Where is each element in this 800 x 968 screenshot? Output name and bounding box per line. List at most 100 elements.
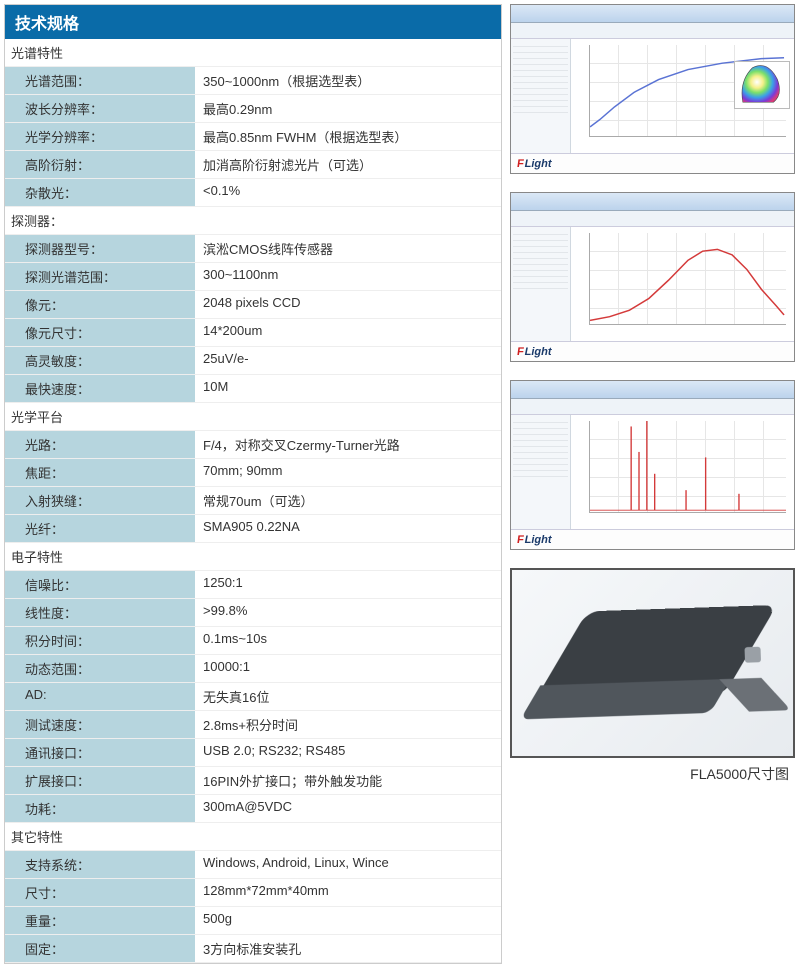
spec-value: 3方向标准安装孔 <box>195 935 501 962</box>
spec-label: 支持系统： <box>5 851 195 878</box>
spec-label: 光学分辨率： <box>5 123 195 150</box>
spec-value: 14*200um <box>195 319 501 346</box>
spec-value: 无失真16位 <box>195 683 501 710</box>
spec-label: 像元尺寸： <box>5 319 195 346</box>
product-dimension-image <box>510 568 795 758</box>
spec-row: 信噪比：1250:1 <box>5 571 501 599</box>
spec-row: 光学分辨率：最高0.85nm FWHM（根据选型表） <box>5 123 501 151</box>
spec-row: 波长分辨率：最高0.29nm <box>5 95 501 123</box>
software-screenshot-2: F Light <box>510 192 795 362</box>
flight-logo: F Light <box>517 158 552 170</box>
spec-value: Windows, Android, Linux, Wince <box>195 851 501 878</box>
spec-label: 高灵敏度： <box>5 347 195 374</box>
cie-diagram <box>734 61 790 109</box>
spec-label: 尺寸： <box>5 879 195 906</box>
spec-label: 动态范围： <box>5 655 195 682</box>
spec-row: 高灵敏度：25uV/e- <box>5 347 501 375</box>
spec-row: 尺寸：128mm*72mm*40mm <box>5 879 501 907</box>
spec-label: 信噪比： <box>5 571 195 598</box>
spec-row: 像元：2048 pixels CCD <box>5 291 501 319</box>
spec-value: 70mm; 90mm <box>195 459 501 486</box>
spec-label: 探测光谱范围： <box>5 263 195 290</box>
spec-value: SMA905 0.22NA <box>195 515 501 542</box>
spec-label: AD: <box>5 683 195 710</box>
spec-value: 128mm*72mm*40mm <box>195 879 501 906</box>
spec-label: 探测器型号： <box>5 235 195 262</box>
spec-row: 功耗：300mA@5VDC <box>5 795 501 823</box>
spec-label: 像元： <box>5 291 195 318</box>
spec-value: 常规70um（可选） <box>195 487 501 514</box>
spec-header: 技术规格 <box>5 5 501 39</box>
spec-label: 固定： <box>5 935 195 962</box>
software-screenshot-3: F Light <box>510 380 795 550</box>
spec-value: 最高0.29nm <box>195 95 501 122</box>
spec-row: AD:无失真16位 <box>5 683 501 711</box>
spec-row: 高阶衍射：加消高阶衍射滤光片（可选） <box>5 151 501 179</box>
section-title: 探测器： <box>5 207 501 235</box>
spec-row: 积分时间：0.1ms~10s <box>5 627 501 655</box>
spec-row: 杂散光：<0.1% <box>5 179 501 207</box>
spec-row: 动态范围：10000:1 <box>5 655 501 683</box>
spec-label: 光路： <box>5 431 195 458</box>
right-column: F Light F Light <box>510 4 795 964</box>
spec-label: 功耗： <box>5 795 195 822</box>
spec-row: 重量：500g <box>5 907 501 935</box>
spec-label: 线性度： <box>5 599 195 626</box>
spec-row: 线性度：>99.8% <box>5 599 501 627</box>
spec-value: F/4，对称交叉Czermy-Turner光路 <box>195 431 501 458</box>
spec-row: 探测器型号：滨淞CMOS线阵传感器 <box>5 235 501 263</box>
spec-row: 光谱范围：350~1000nm（根据选型表） <box>5 67 501 95</box>
spec-row: 光路：F/4，对称交叉Czermy-Turner光路 <box>5 431 501 459</box>
spec-value: 10M <box>195 375 501 402</box>
spec-label: 扩展接口： <box>5 767 195 794</box>
spec-row: 入射狭缝：常规70um（可选） <box>5 487 501 515</box>
spec-row: 光纤：SMA905 0.22NA <box>5 515 501 543</box>
spec-label: 波长分辨率： <box>5 95 195 122</box>
spec-label: 光纤： <box>5 515 195 542</box>
spec-value: 2048 pixels CCD <box>195 291 501 318</box>
spec-value: 300mA@5VDC <box>195 795 501 822</box>
spec-value: 2.8ms+积分时间 <box>195 711 501 738</box>
flight-logo: F Light <box>517 346 552 358</box>
spec-label: 高阶衍射： <box>5 151 195 178</box>
spec-label: 最快速度： <box>5 375 195 402</box>
spec-row: 焦距：70mm; 90mm <box>5 459 501 487</box>
section-title: 其它特性 <box>5 823 501 851</box>
spec-value: >99.8% <box>195 599 501 626</box>
spec-value: 加消高阶衍射滤光片（可选） <box>195 151 501 178</box>
software-screenshot-1: F Light <box>510 4 795 174</box>
spec-label: 入射狭缝： <box>5 487 195 514</box>
spec-value: 滨淞CMOS线阵传感器 <box>195 235 501 262</box>
spec-value: USB 2.0; RS232; RS485 <box>195 739 501 766</box>
spec-row: 固定：3方向标准安装孔 <box>5 935 501 963</box>
product-caption: FLA5000尺寸图 <box>510 764 795 784</box>
spec-label: 焦距： <box>5 459 195 486</box>
spec-row: 最快速度：10M <box>5 375 501 403</box>
spec-value: 16PIN外扩接口；带外触发功能 <box>195 767 501 794</box>
spec-value: 300~1100nm <box>195 263 501 290</box>
spec-row: 像元尺寸：14*200um <box>5 319 501 347</box>
spec-value: 350~1000nm（根据选型表） <box>195 67 501 94</box>
spec-label: 通讯接口： <box>5 739 195 766</box>
spec-value: <0.1% <box>195 179 501 206</box>
flight-logo: F Light <box>517 534 552 546</box>
spec-value: 10000:1 <box>195 655 501 682</box>
section-title: 光谱特性 <box>5 39 501 67</box>
spec-row: 支持系统：Windows, Android, Linux, Wince <box>5 851 501 879</box>
spec-label: 杂散光： <box>5 179 195 206</box>
section-title: 电子特性 <box>5 543 501 571</box>
spec-table: 技术规格 光谱特性光谱范围：350~1000nm（根据选型表）波长分辨率：最高0… <box>4 4 502 964</box>
spec-value: 25uV/e- <box>195 347 501 374</box>
spec-row: 探测光谱范围：300~1100nm <box>5 263 501 291</box>
spec-label: 测试速度： <box>5 711 195 738</box>
spec-label: 光谱范围： <box>5 67 195 94</box>
spec-value: 1250:1 <box>195 571 501 598</box>
spec-value: 0.1ms~10s <box>195 627 501 654</box>
spec-row: 扩展接口：16PIN外扩接口；带外触发功能 <box>5 767 501 795</box>
spec-value: 最高0.85nm FWHM（根据选型表） <box>195 123 501 150</box>
spec-row: 测试速度：2.8ms+积分时间 <box>5 711 501 739</box>
spec-row: 通讯接口：USB 2.0; RS232; RS485 <box>5 739 501 767</box>
section-title: 光学平台 <box>5 403 501 431</box>
curve-2 <box>590 249 784 320</box>
spec-label: 积分时间： <box>5 627 195 654</box>
